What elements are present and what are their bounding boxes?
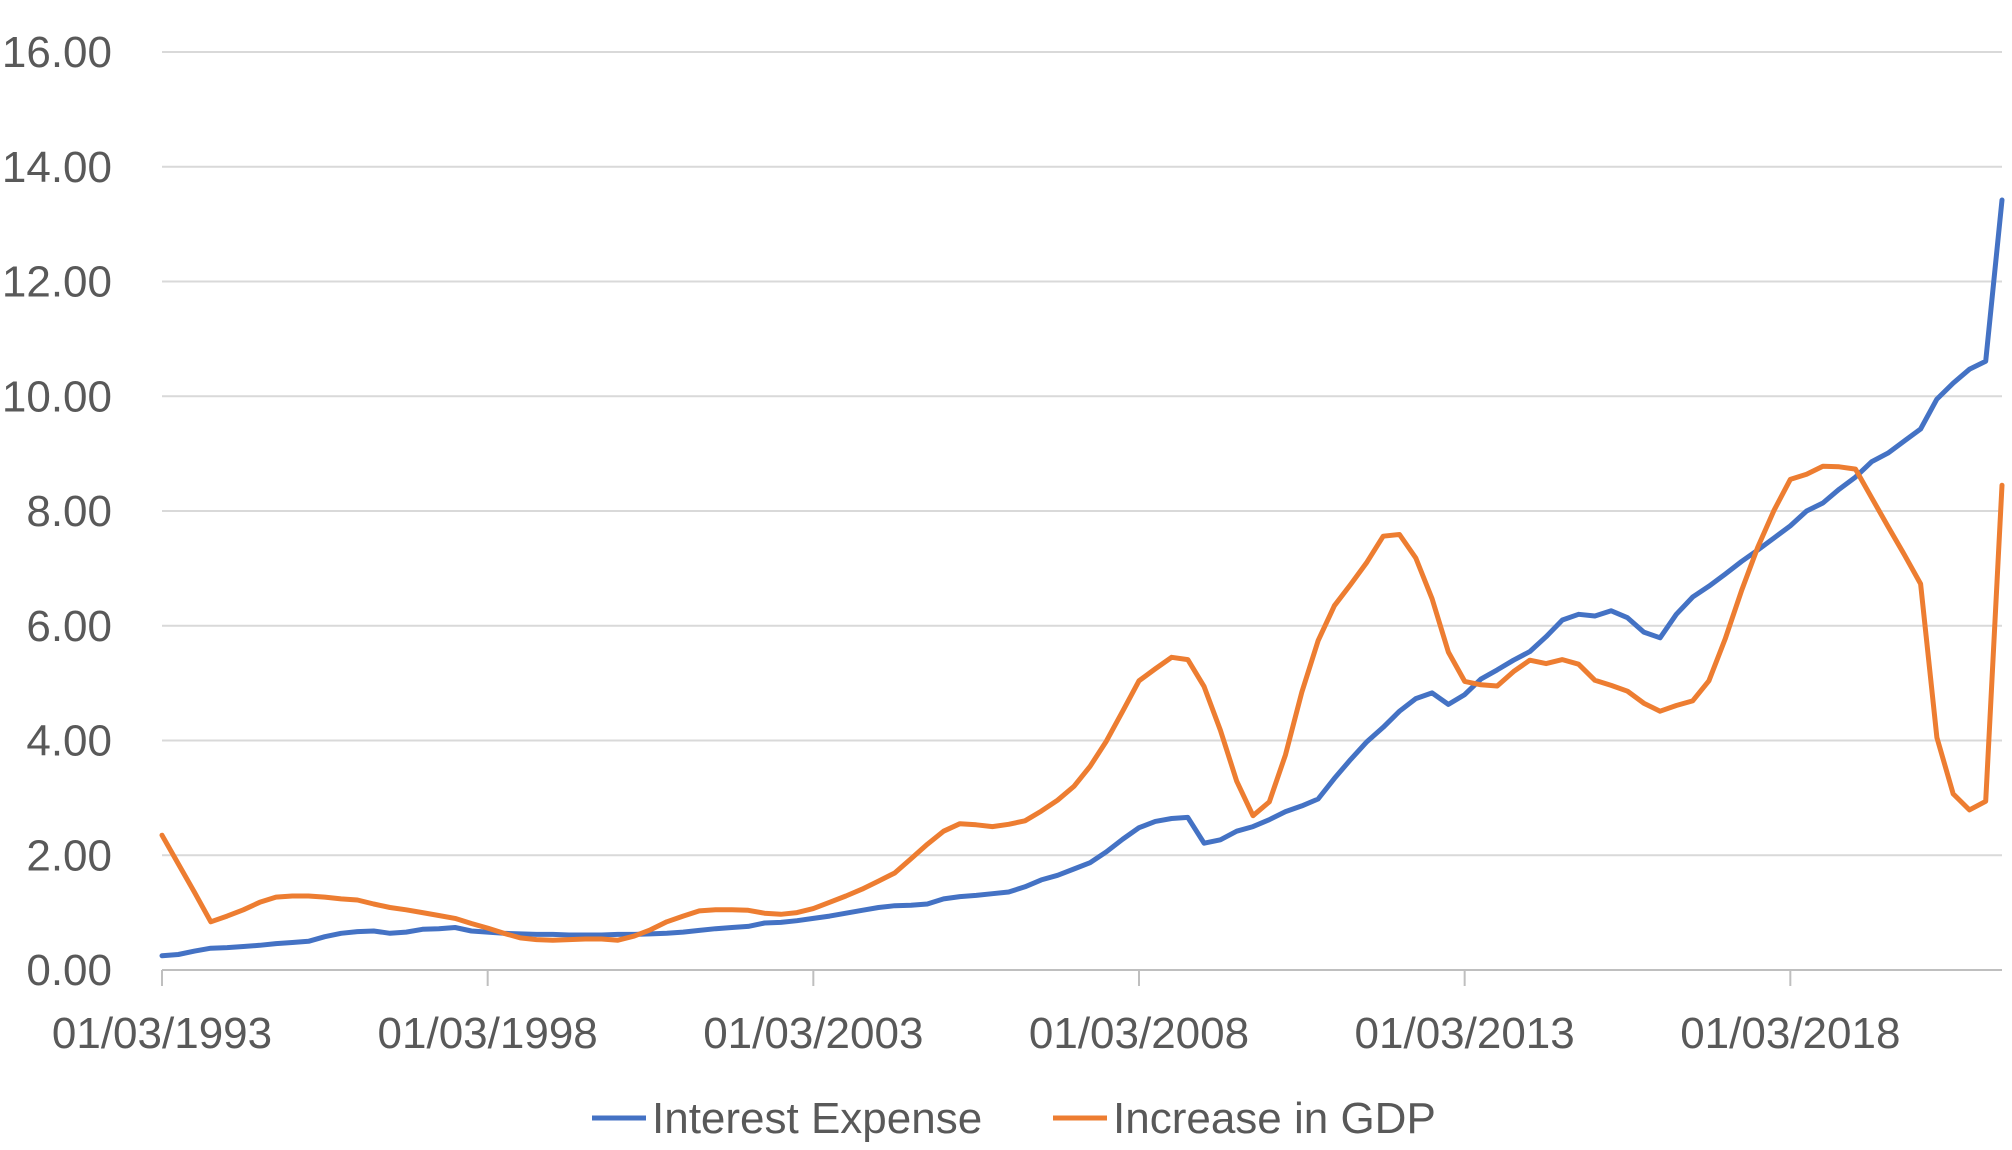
x-axis-tick-labels: 01/03/1993 01/03/1998 01/03/2003 01/03/2008… [52,1009,1901,1058]
x-axis [161,969,2002,986]
y-tick-label: 6.00 [26,602,112,651]
y-tick-label: 8.00 [26,487,112,536]
y-tick-label: 2.00 [26,831,112,880]
x-tick-label: 01/03/2003 [703,1009,923,1058]
series-lines [159,197,2005,959]
y-tick-label: 4.00 [26,717,112,766]
x-tick-label: 01/03/2013 [1355,1009,1575,1058]
legend: Interest Expense Increase in GDP [592,1094,1436,1143]
x-tick-label: 01/03/1998 [378,1009,598,1058]
y-tick-label: 14.00 [2,143,112,192]
y-tick-label: 10.00 [2,372,112,421]
x-tick-label: 01/03/1993 [52,1009,272,1058]
x-tick-label: 01/03/2008 [1029,1009,1249,1058]
gridlines [162,51,2002,857]
x-tick-label: 01/03/2018 [1680,1009,1900,1058]
y-tick-label: 16.00 [2,28,112,77]
legend-label: Interest Expense [652,1094,982,1143]
increase-in-gdp-line [159,463,2005,943]
y-tick-label: 12.00 [2,258,112,307]
y-tick-label: 0.00 [26,946,112,995]
interest-expense-line [159,197,2005,959]
legend-label: Increase in GDP [1113,1094,1436,1143]
y-axis-tick-labels: 0.00 2.00 4.00 6.00 8.00 10.00 12.00 14.00 16.00 [2,28,112,995]
